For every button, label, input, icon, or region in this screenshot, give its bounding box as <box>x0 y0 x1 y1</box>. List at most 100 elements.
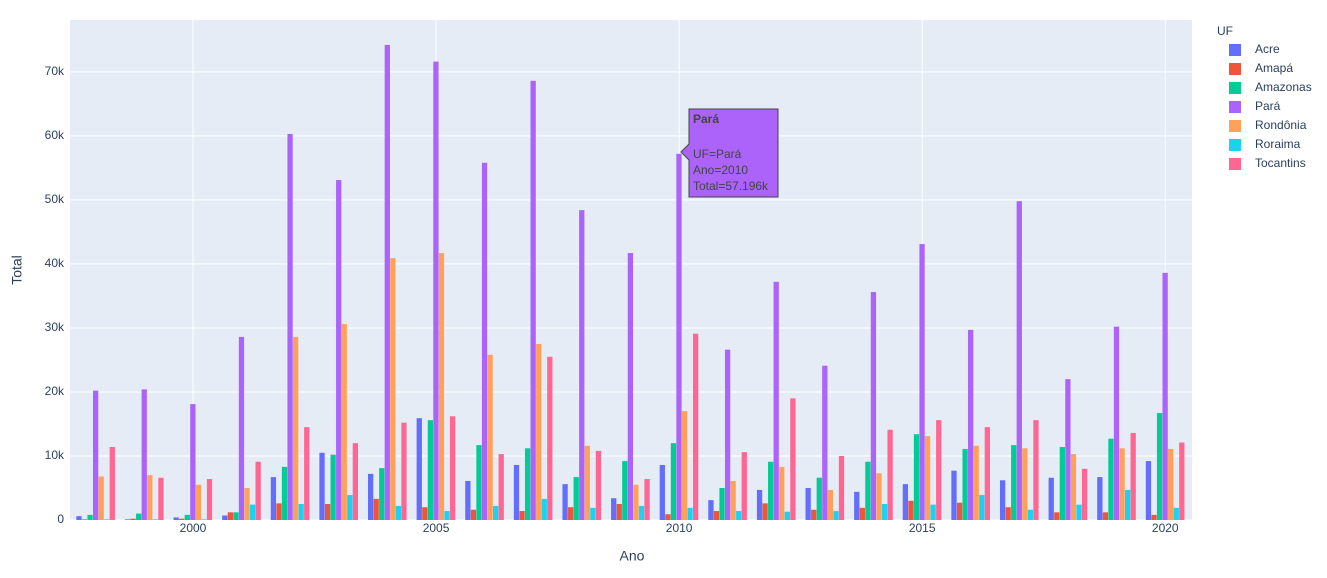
bar <box>962 448 968 520</box>
bar <box>449 416 456 520</box>
legend-item[interactable]: Amazonas <box>1229 80 1312 94</box>
bar <box>670 443 677 520</box>
legend-item[interactable]: Rondônia <box>1229 118 1307 132</box>
y-axis-title: Total <box>9 255 25 285</box>
bar <box>330 454 336 520</box>
y-tick-label: 20k <box>45 384 65 398</box>
bar <box>1076 504 1082 520</box>
bar <box>956 502 963 520</box>
bar <box>713 511 720 520</box>
legend-swatch[interactable] <box>1229 101 1241 113</box>
bar <box>130 518 136 520</box>
bar <box>536 343 542 520</box>
bar <box>790 398 796 520</box>
bar <box>887 429 893 520</box>
bar <box>287 133 293 520</box>
bar <box>562 484 568 520</box>
legend-label[interactable]: Tocantins <box>1255 156 1306 170</box>
legend-swatch[interactable] <box>1229 44 1241 56</box>
bar <box>158 477 164 520</box>
bar <box>379 468 385 520</box>
x-tick-label: 2020 <box>1152 521 1179 535</box>
bar <box>999 480 1006 520</box>
bar <box>276 503 282 520</box>
bar <box>190 404 196 520</box>
bar <box>206 479 213 520</box>
legend-swatch[interactable] <box>1229 139 1241 151</box>
legend-label[interactable]: Amapá <box>1255 61 1293 75</box>
legend-swatch[interactable] <box>1229 120 1241 132</box>
bar <box>1048 477 1054 520</box>
bar <box>76 516 82 520</box>
bar <box>973 445 979 520</box>
bar <box>98 476 104 520</box>
bar <box>195 484 202 520</box>
bar <box>1059 447 1065 520</box>
bar <box>124 519 131 520</box>
legend-label[interactable]: Roraima <box>1255 137 1301 151</box>
bar <box>519 511 525 520</box>
legend-label[interactable]: Pará <box>1255 99 1281 113</box>
bar <box>730 480 736 520</box>
legend-swatch[interactable] <box>1229 82 1241 94</box>
bar <box>1081 468 1088 520</box>
bar <box>811 509 817 520</box>
legend-item[interactable]: Amapá <box>1229 61 1293 75</box>
bar <box>1005 507 1011 520</box>
bar <box>665 514 671 520</box>
legend-label[interactable]: Rondônia <box>1255 118 1307 132</box>
bar <box>493 505 499 520</box>
bar <box>1168 448 1174 520</box>
bar <box>784 511 790 520</box>
legend-swatch[interactable] <box>1229 158 1241 170</box>
legend: Acre Amapá Amazonas Pará Rondônia Roraima Toca… <box>1229 42 1312 170</box>
bar <box>238 336 245 520</box>
tooltip-title: Pará <box>693 112 719 126</box>
bar <box>1130 432 1136 520</box>
bar <box>530 80 536 521</box>
bar <box>930 504 936 520</box>
bar <box>913 434 920 520</box>
bar <box>152 519 158 520</box>
bar <box>547 356 553 520</box>
legend-item[interactable]: Pará <box>1229 99 1281 113</box>
bar <box>81 519 88 520</box>
bar <box>762 503 768 520</box>
bar <box>611 498 617 520</box>
bar <box>859 507 865 520</box>
legend-item[interactable]: Acre <box>1229 42 1280 56</box>
bar <box>201 519 207 520</box>
bar <box>779 466 785 520</box>
legend-item[interactable]: Tocantins <box>1229 156 1306 170</box>
bar <box>319 452 325 520</box>
bar <box>584 445 590 520</box>
bar <box>1179 442 1185 520</box>
bar <box>951 470 957 520</box>
bar <box>816 477 822 520</box>
bar <box>773 281 779 520</box>
bar <box>805 487 811 520</box>
bar <box>324 503 331 520</box>
bar <box>936 420 942 520</box>
y-tick-label: 60k <box>45 128 65 142</box>
bar <box>487 354 493 520</box>
legend-item[interactable]: Roraima <box>1229 137 1301 151</box>
legend-swatch[interactable] <box>1229 63 1241 75</box>
bar <box>708 500 714 520</box>
bar <box>968 329 974 520</box>
bar <box>395 505 402 520</box>
bar <box>373 498 379 520</box>
legend-title: UF <box>1217 24 1233 38</box>
bar <box>902 484 909 520</box>
bar <box>1011 445 1017 520</box>
bar <box>292 336 299 520</box>
bar <box>352 443 359 520</box>
legend-label[interactable]: Amazonas <box>1255 80 1312 94</box>
legend-label[interactable]: Acre <box>1255 42 1280 56</box>
bar <box>1022 448 1028 520</box>
bar <box>827 489 834 520</box>
bar <box>616 503 622 520</box>
bars <box>76 44 1185 521</box>
bar <box>724 349 731 520</box>
